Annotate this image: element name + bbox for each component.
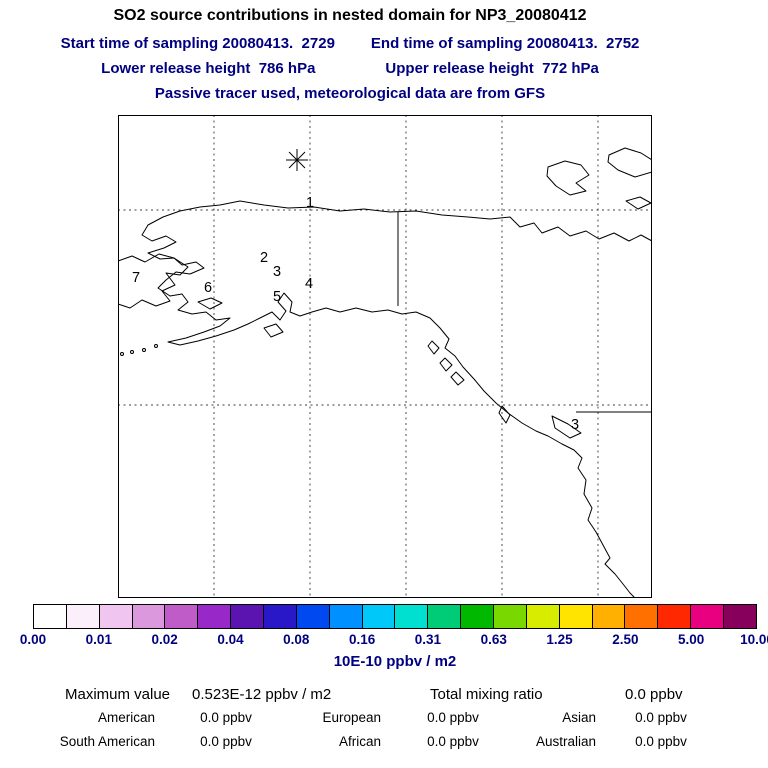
region-name-european: European — [322, 710, 381, 725]
colorbar-tick-label: 10.00 — [740, 632, 768, 647]
source-marker-2: 2 — [259, 250, 269, 266]
colorbar-segments — [33, 604, 757, 629]
colorbar-segment — [691, 605, 725, 628]
region-value-african: 0.0 ppbv — [427, 734, 479, 749]
start-time-text: Start time of sampling 20080413. 2729 — [60, 35, 335, 52]
colorbar-segment — [296, 605, 330, 628]
region-value-asian: 0.0 ppbv — [635, 710, 687, 725]
region-value-australian: 0.0 ppbv — [635, 734, 687, 749]
colorbar-segment — [34, 605, 67, 628]
region-value-american: 0.0 ppbv — [200, 710, 252, 725]
tracer-info-text: Passive tracer used, meteorological data… — [154, 85, 546, 102]
source-marker-6: 6 — [203, 280, 213, 296]
total-ratio-label: Total mixing ratio — [430, 686, 543, 703]
colorbar-segment — [625, 605, 659, 628]
sampling-times-line: Start time of sampling 20080413. 2729 En… — [0, 35, 700, 52]
tracer-info-line: Passive tracer used, meteorological data… — [0, 85, 700, 102]
colorbar-tick-label: 5.00 — [678, 632, 705, 647]
colorbar-segment — [329, 605, 363, 628]
colorbar-tick-label: 0.04 — [217, 632, 244, 647]
map-frame — [118, 115, 652, 598]
colorbar-segment — [658, 605, 692, 628]
region-name-african: African — [338, 734, 381, 749]
colorbar-segment — [198, 605, 232, 628]
plot-title: SO2 source contributions in nested domai… — [113, 7, 587, 24]
region-value-european: 0.0 ppbv — [427, 710, 479, 725]
colorbar-tick-label: 2.50 — [612, 632, 639, 647]
max-value-text: 0.523E-12 ppbv / m2 — [192, 686, 332, 703]
lower-release-text: Lower release height 786 hPa — [101, 60, 316, 77]
colorbar-tick-label: 0.31 — [414, 632, 442, 647]
colorbar-tick-label: 0.01 — [85, 632, 112, 647]
region-name-asian: Asian — [562, 710, 596, 725]
colorbar-segment — [526, 605, 560, 628]
colorbar-segment — [724, 605, 756, 628]
colorbar-segment — [231, 605, 265, 628]
source-marker-3: 3 — [570, 417, 580, 433]
end-time-text: End time of sampling 20080413. 2752 — [370, 35, 640, 52]
colorbar-tick-label: 0.00 — [19, 632, 47, 647]
source-marker-1: 1 — [305, 195, 315, 211]
total-ratio-value: 0.0 ppbv — [625, 686, 683, 703]
colorbar-segment — [66, 605, 100, 628]
colorbar-segment — [395, 605, 429, 628]
colorbar-segment — [592, 605, 626, 628]
colorbar-ticks: 0.00 0.01 0.02 0.04 0.08 0.16 0.31 0.63 1.25 2.50… — [20, 632, 768, 649]
colorbar-segment — [559, 605, 593, 628]
colorbar-segment — [428, 605, 462, 628]
colorbar-units-label: 10E-10 ppbv / m2 — [333, 653, 457, 670]
source-marker-4: 4 — [304, 276, 314, 292]
region-name-american: American — [97, 710, 155, 725]
map-gridlines — [118, 115, 652, 598]
colorbar-segment — [362, 605, 396, 628]
release-heights-line: Lower release height 786 hPa Upper relea… — [0, 60, 700, 77]
source-marker-5: 5 — [272, 289, 282, 305]
colorbar-tick-label: 1.25 — [546, 632, 573, 647]
source-marker-7: 7 — [131, 270, 141, 286]
colorbar-segment — [494, 605, 527, 628]
max-value-label: Maximum value — [65, 686, 171, 703]
colorbar-segment — [165, 605, 199, 628]
colorbar-segment — [132, 605, 166, 628]
colorbar-tick-label: 0.16 — [348, 632, 376, 647]
colorbar-tick-label: 0.02 — [151, 632, 178, 647]
colorbar-segment — [461, 605, 495, 628]
region-name-south-american: South American — [59, 734, 155, 749]
colorbar-segment — [99, 605, 133, 628]
colorbar-tick-label: 0.63 — [480, 632, 507, 647]
coastlines — [118, 147, 652, 598]
map-svg — [118, 115, 652, 598]
colorbar-segment — [264, 605, 297, 628]
region-value-south-american: 0.0 ppbv — [200, 734, 252, 749]
political-borders — [397, 212, 652, 413]
upper-release-text: Upper release height 772 hPa — [385, 60, 599, 77]
colorbar-tick-label: 0.08 — [283, 632, 310, 647]
region-name-australian: Australian — [535, 734, 596, 749]
source-marker-3: 3 — [272, 264, 282, 280]
release-point-star-icon — [286, 149, 308, 171]
